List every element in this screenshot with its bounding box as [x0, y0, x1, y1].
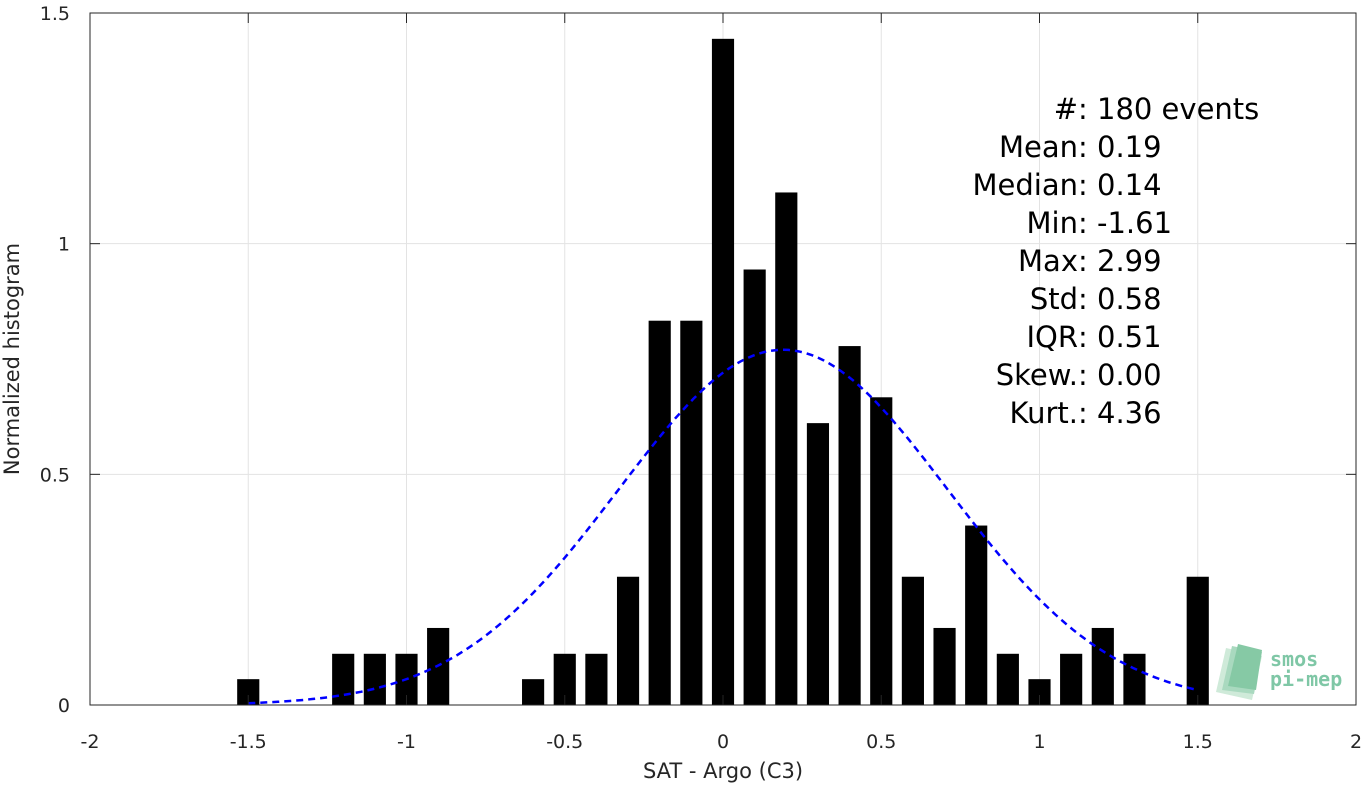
stat-value: : 4.36 — [1078, 396, 1162, 430]
x-tick-label: 0 — [717, 731, 729, 753]
y-tick-label: 0.5 — [40, 464, 70, 486]
histogram-bar — [522, 679, 545, 705]
stat-value: : 180 events — [1078, 92, 1259, 126]
logo-icon — [1216, 644, 1262, 700]
histogram-bar — [870, 397, 893, 705]
histogram-bar — [711, 38, 735, 706]
histogram-bar — [838, 346, 861, 705]
histogram-bar — [648, 320, 671, 705]
histogram-bar — [775, 192, 798, 705]
stat-label: Min — [1027, 206, 1078, 240]
histogram-bar — [553, 653, 576, 705]
y-tick-label: 0 — [58, 695, 70, 717]
y-tick-label: 1 — [58, 234, 70, 256]
stat-label: Max — [1018, 244, 1078, 278]
x-tick-label: -0.5 — [546, 731, 583, 753]
histogram-bar — [332, 653, 355, 705]
histogram-bar — [806, 423, 830, 705]
stat-value: : 0.51 — [1078, 320, 1162, 354]
histogram-bar — [1060, 653, 1083, 705]
x-axis-label: SAT - Argo (C3) — [643, 759, 803, 783]
x-tick-label: 1.5 — [1183, 731, 1213, 753]
stat-value: : 0.00 — [1078, 358, 1162, 392]
logo-text-smos: smos — [1270, 647, 1318, 671]
histogram-bar — [743, 269, 766, 705]
histogram-bar — [901, 576, 924, 705]
stat-label: # — [1054, 92, 1078, 126]
histogram-bar — [237, 679, 260, 705]
stat-label: Kurt. — [1010, 396, 1078, 430]
histogram-bar — [616, 576, 640, 705]
stat-label: Mean — [999, 130, 1078, 164]
histogram-bar — [363, 653, 386, 705]
histogram-bar — [585, 653, 608, 705]
histogram-bar — [680, 320, 703, 705]
axis-ticks: -2 -1.5 -1 -0.5 0 0.5 1 1.5 2 0 0.5 1 1.5 — [40, 3, 1362, 753]
stat-value: : -1.61 — [1078, 206, 1172, 240]
normal-fit-curve — [248, 348, 1199, 705]
stat-value: : 2.99 — [1078, 244, 1162, 278]
histogram-bar — [1123, 653, 1146, 705]
x-tick-label: 2 — [1350, 731, 1362, 753]
smos-pimep-logo: smos pi-mep — [1216, 644, 1342, 700]
stat-value: : 0.14 — [1078, 168, 1162, 202]
histogram-bar — [1186, 576, 1209, 705]
histogram-bar — [1091, 627, 1114, 705]
stat-label: IQR — [1026, 320, 1078, 354]
x-tick-label: 1 — [1033, 731, 1045, 753]
y-axis-label: Normalized histogram — [0, 243, 24, 475]
x-tick-label: 0.5 — [866, 731, 896, 753]
histogram-bars — [237, 38, 1209, 706]
stat-label: Median — [973, 168, 1078, 202]
logo-text-pimep: pi-mep — [1270, 667, 1342, 691]
histogram-bar — [1028, 679, 1051, 705]
stat-value: : 0.19 — [1078, 130, 1162, 164]
histogram-bar — [996, 653, 1019, 705]
y-tick-label: 1.5 — [40, 3, 70, 25]
histogram-bar — [933, 627, 956, 705]
stat-value: : 0.58 — [1078, 282, 1162, 316]
x-tick-label: -1.5 — [230, 731, 267, 753]
stat-label: Std — [1030, 282, 1078, 316]
x-tick-label: -2 — [81, 731, 100, 753]
histogram-bar — [965, 525, 988, 705]
x-tick-label: -1 — [397, 731, 416, 753]
stat-label: Skew. — [996, 358, 1078, 392]
